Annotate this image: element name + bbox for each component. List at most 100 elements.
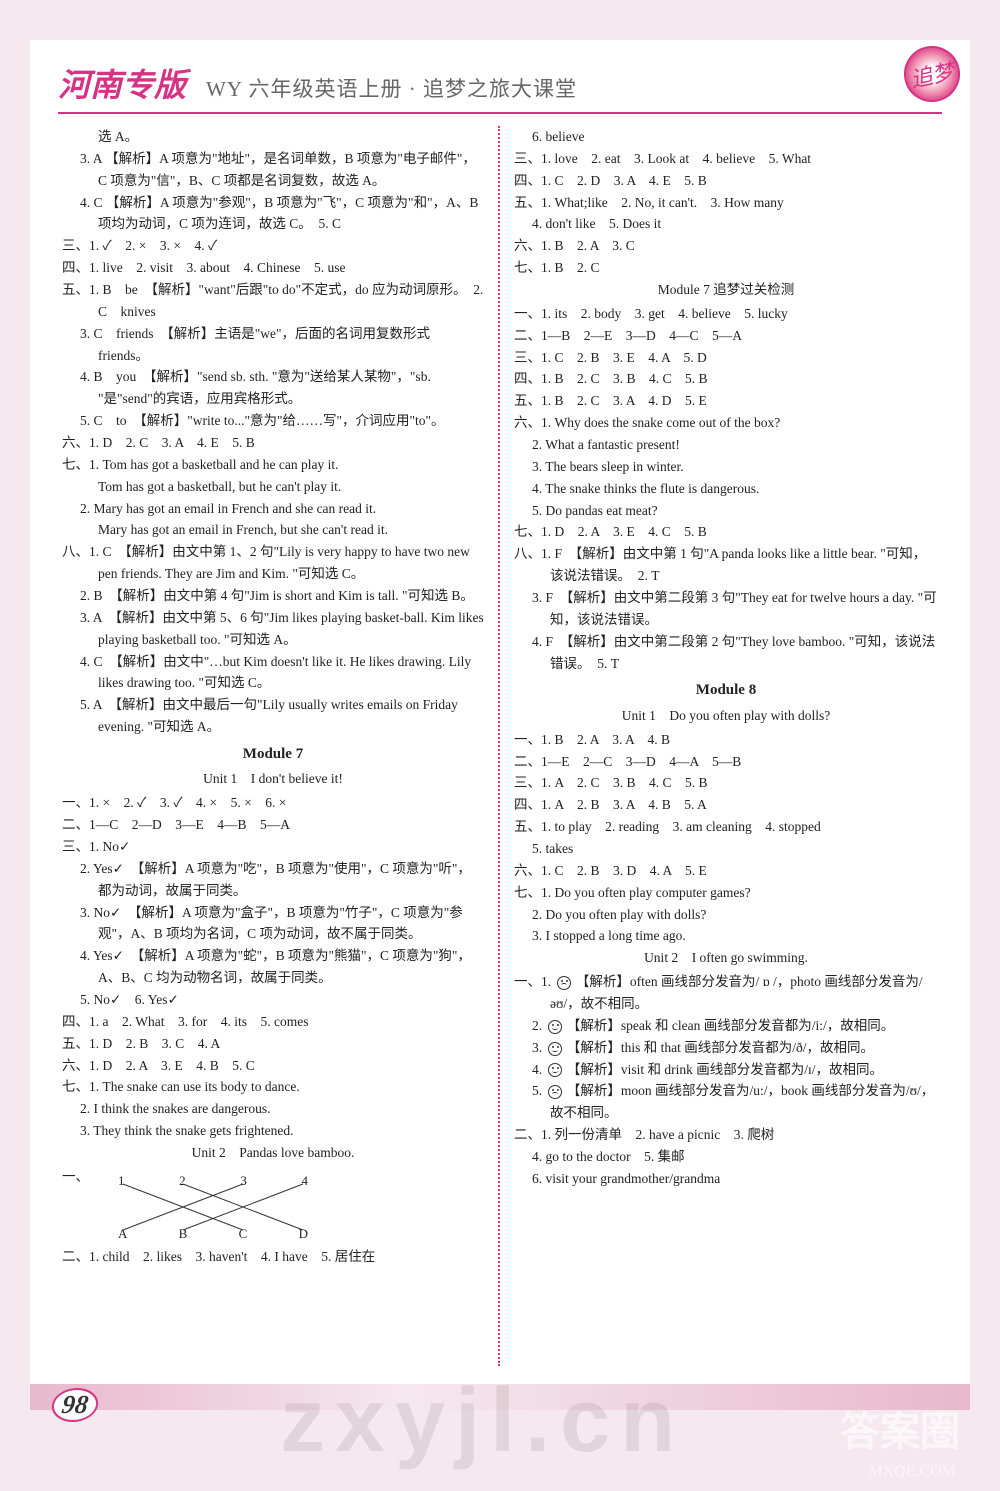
- explain-text: 【解析】moon 画线部分发音为/u:/，book 画线部分发音为/ʊ/，故不相…: [550, 1083, 934, 1120]
- answer-line: 4. The snake thinks the flute is dangero…: [514, 478, 938, 500]
- answer-line: 2. I think the snakes are dangerous.: [62, 1098, 484, 1120]
- answer-line: 3. A 【解析】A 项意为"地址"，是名词单数，B 项意为"电子邮件"，C 项…: [62, 148, 484, 192]
- answer-line: 2. Mary has got an email in French and s…: [62, 498, 484, 520]
- answer-line: 五、1. B be 【解析】"want"后跟"to do"不定式，do 应为动词…: [62, 279, 484, 323]
- answer-line: 4. C 【解析】A 项意为"参观"，B 项意为"飞"，C 项意为"和"，A、B…: [62, 192, 484, 236]
- happy-face-icon: [548, 1063, 562, 1077]
- answer-line: 三、1. A 2. C 3. B 4. C 5. B: [514, 772, 938, 794]
- answer-line: 3. A 【解析】由文中第 5、6 句"Jim likes playing ba…: [62, 607, 484, 651]
- answer-line: 三、1. No✓: [62, 836, 484, 858]
- answer-line: 四、1. A 2. B 3. A 4. B 5. A: [514, 794, 938, 816]
- page-container: 河南专版 WY 六年级英语上册 · 追梦之旅大课堂 追梦 选 A。 3. A 【…: [30, 40, 970, 1410]
- matching-diagram: 1 2 3 4 A B C D: [118, 1170, 318, 1244]
- unit-title: Unit 2 I often go swimming.: [514, 947, 938, 969]
- answer-line: 五、1. D 2. B 3. C 4. A: [62, 1033, 484, 1055]
- answer-line: 3. No✓ 【解析】A 项意为"盒子"，B 项意为"竹子"，C 项意为"参观"…: [62, 902, 484, 946]
- footer-decoration: [30, 1384, 970, 1410]
- sad-face-icon: [557, 976, 571, 990]
- match-bot: A: [118, 1223, 127, 1244]
- module-title: Module 8: [514, 678, 938, 702]
- unit-title: Unit 1 I don't believe it!: [62, 768, 484, 790]
- unit-title: Unit 1 Do you often play with dolls?: [514, 705, 938, 727]
- answer-line: 3. F 【解析】由文中第二段第 3 句"They eat for twelve…: [514, 587, 938, 631]
- explain-text: 【解析】often 画线部分发音为/ ɒ /，photo 画线部分发音为/əʊ/…: [550, 974, 923, 1011]
- answer-line: 七、1. Tom has got a basketball and he can…: [62, 454, 484, 476]
- answer-line: 七、1. D 2. A 3. E 4. C 5. B: [514, 521, 938, 543]
- item-label: 2.: [532, 1018, 542, 1033]
- item-label: 3.: [532, 1040, 542, 1055]
- happy-face-icon: [548, 1020, 562, 1034]
- item-label: 5.: [532, 1083, 542, 1098]
- answer-line: 4. C 【解析】由文中"…but Kim doesn't like it. H…: [62, 651, 484, 695]
- answer-line: 5. 【解析】moon 画线部分发音为/u:/，book 画线部分发音为/ʊ/，…: [514, 1080, 938, 1124]
- answer-line: 4. don't like 5. Does it: [514, 213, 938, 235]
- answer-line: 3. C friends 【解析】主语是"we"，后面的名词用复数形式 frie…: [62, 323, 484, 367]
- left-column: 选 A。 3. A 【解析】A 项意为"地址"，是名词单数，B 项意为"电子邮件…: [58, 126, 500, 1366]
- right-column: 6. believe 三、1. love 2. eat 3. Look at 4…: [500, 126, 942, 1366]
- happy-face-icon: [548, 1042, 562, 1056]
- answer-line: Mary has got an email in French, but she…: [62, 519, 484, 541]
- unit-title: Unit 2 Pandas love bamboo.: [62, 1142, 484, 1164]
- section-label: 一、: [62, 1166, 90, 1188]
- page-header: 河南专版 WY 六年级英语上册 · 追梦之旅大课堂 追梦: [58, 60, 942, 114]
- answer-line: 二、1—E 2—C 3—D 4—A 5—B: [514, 751, 938, 773]
- answer-line: 5. No✓ 6. Yes✓: [62, 989, 484, 1011]
- answer-line: 一、1. B 2. A 3. A 4. B: [514, 729, 938, 751]
- answer-line: 五、1. to play 2. reading 3. am cleaning 4…: [514, 816, 938, 838]
- answer-line: 六、1. D 2. A 3. E 4. B 5. C: [62, 1055, 484, 1077]
- explain-text: 【解析】this 和 that 画线部分发音都为/ð/，故相同。: [567, 1040, 874, 1055]
- answer-line: 选 A。: [62, 126, 484, 148]
- answer-line: 4. 【解析】visit 和 drink 画线部分发音都为/ɪ/，故相同。: [514, 1059, 938, 1081]
- answer-line: 八、1. F 【解析】由文中第 1 句"A panda looks like a…: [514, 543, 938, 587]
- dream-stamp-icon: 追梦: [899, 41, 965, 107]
- edition-title: 河南专版: [58, 60, 186, 106]
- answer-line: 4. B you 【解析】"send sb. sth. "意为"送给某人某物"，…: [62, 366, 484, 410]
- item-label: 4.: [532, 1062, 542, 1077]
- answer-line: 三、1. ✓ 2. × 3. × 4. ✓: [62, 235, 484, 257]
- answer-line: 二、1. child 2. likes 3. haven't 4. I have…: [62, 1246, 484, 1268]
- module-title: Module 7: [62, 742, 484, 766]
- answer-line: 3. I stopped a long time ago.: [514, 925, 938, 947]
- answer-line: 3. 【解析】this 和 that 画线部分发音都为/ð/，故相同。: [514, 1037, 938, 1059]
- match-bot: C: [239, 1223, 248, 1244]
- item-label: 一、1.: [514, 974, 551, 989]
- answer-line: 三、1. C 2. B 3. E 4. A 5. D: [514, 347, 938, 369]
- answer-line: 六、1. B 2. A 3. C: [514, 235, 938, 257]
- answer-line: 3. The bears sleep in winter.: [514, 456, 938, 478]
- answer-line: 四、1. a 2. What 3. for 4. its 5. comes: [62, 1011, 484, 1033]
- answer-line: 二、1—C 2—D 3—E 4—B 5—A: [62, 814, 484, 836]
- answer-line: 四、1. live 2. visit 3. about 4. Chinese 5…: [62, 257, 484, 279]
- answer-line: Tom has got a basketball, but he can't p…: [62, 476, 484, 498]
- answer-line: 一、1. its 2. body 3. get 4. believe 5. lu…: [514, 303, 938, 325]
- answer-line: 七、1. Do you often play computer games?: [514, 882, 938, 904]
- answer-line: 八、1. C 【解析】由文中第 1、2 句"Lily is very happy…: [62, 541, 484, 585]
- answer-line: 6. believe: [514, 126, 938, 148]
- answer-line: 3. They think the snake gets frightened.: [62, 1120, 484, 1142]
- answer-line: 六、1. D 2. C 3. A 4. E 5. B: [62, 432, 484, 454]
- answer-line: 三、1. love 2. eat 3. Look at 4. believe 5…: [514, 148, 938, 170]
- answer-line: 五、1. What;like 2. No, it can't. 3. How m…: [514, 192, 938, 214]
- match-bot: B: [179, 1223, 188, 1244]
- answer-line: 六、1. Why does the snake come out of the …: [514, 412, 938, 434]
- answer-line: 四、1. B 2. C 3. B 4. C 5. B: [514, 368, 938, 390]
- answer-line: 一、1. × 2. ✓ 3. ✓ 4. × 5. × 6. ×: [62, 792, 484, 814]
- answer-line: 4. Yes✓ 【解析】A 项意为"蛇"，B 项意为"熊猫"，C 项意为"狗"，…: [62, 945, 484, 989]
- watermark-url: MXQE.COM: [868, 1463, 956, 1481]
- explain-text: 【解析】speak 和 clean 画线部分发音都为/i:/，故相同。: [567, 1018, 894, 1033]
- explain-text: 【解析】visit 和 drink 画线部分发音都为/ɪ/，故相同。: [567, 1062, 883, 1077]
- answer-line: 5. C to 【解析】"write to..."意为"给……写"，介词应用"t…: [62, 410, 484, 432]
- answer-line: 七、1. B 2. C: [514, 257, 938, 279]
- answer-line: 二、1—B 2—E 3—D 4—C 5—A: [514, 325, 938, 347]
- answer-line: 4. F 【解析】由文中第二段第 2 句"They love bamboo. "…: [514, 631, 938, 675]
- answer-line: 2. Yes✓ 【解析】A 项意为"吃"，B 项意为"使用"，C 项意为"听"，…: [62, 858, 484, 902]
- answer-line: 四、1. C 2. D 3. A 4. E 5. B: [514, 170, 938, 192]
- answer-line: 4. go to the doctor 5. 集邮: [514, 1146, 938, 1168]
- answer-line: 2. 【解析】speak 和 clean 画线部分发音都为/i:/，故相同。: [514, 1015, 938, 1037]
- answer-line: 六、1. C 2. B 3. D 4. A 5. E: [514, 860, 938, 882]
- answer-line: 2. What a fantastic present!: [514, 434, 938, 456]
- answer-line: 2. Do you often play with dolls?: [514, 904, 938, 926]
- book-subtitle: WY 六年级英语上册 · 追梦之旅大课堂: [206, 73, 577, 103]
- answer-line: 二、1. 列一份清单 2. have a picnic 3. 爬树: [514, 1124, 938, 1146]
- match-bot: D: [299, 1223, 308, 1244]
- content-columns: 选 A。 3. A 【解析】A 项意为"地址"，是名词单数，B 项意为"电子邮件…: [58, 126, 942, 1366]
